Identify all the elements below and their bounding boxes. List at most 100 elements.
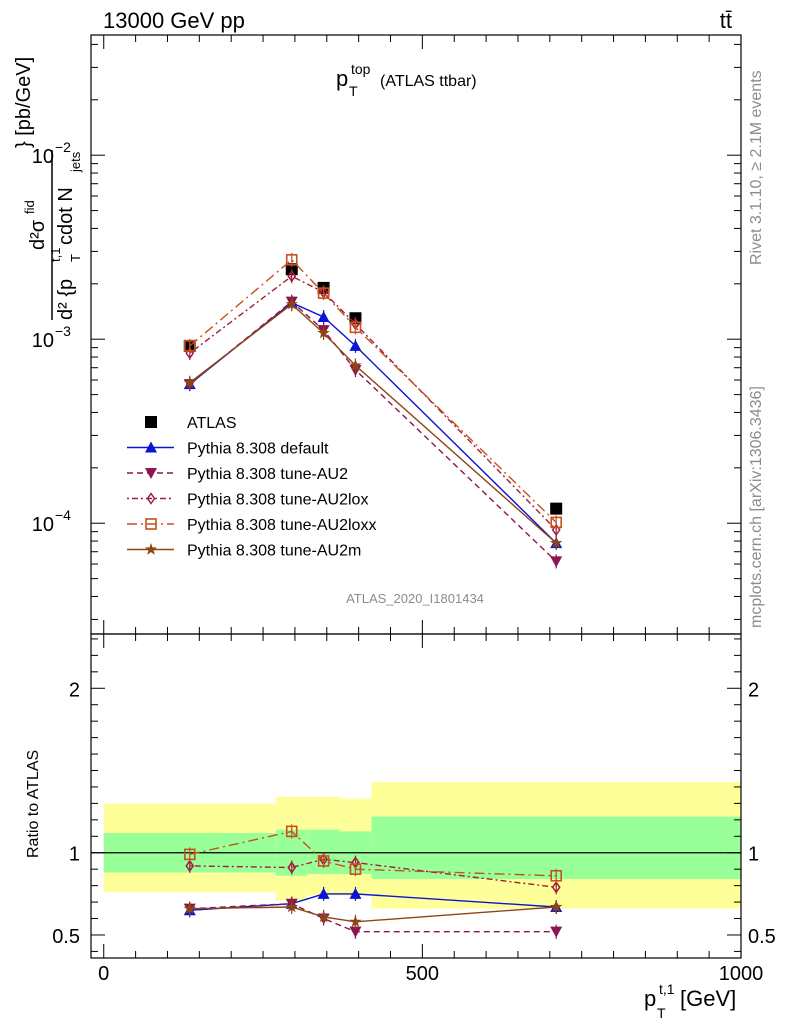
top-point-au2m-2: [317, 326, 330, 339]
top-point-au2m-1: [285, 297, 298, 310]
ratio-point-au2lox-4: [551, 880, 561, 894]
band-inner-4: [371, 816, 741, 880]
ratio-point-au2m-3: [349, 915, 362, 928]
ratio-point-au2m-0: [183, 902, 196, 914]
ratio-point-au2loxx-2: [317, 855, 330, 867]
legend-marker-au2loxx: [145, 518, 157, 530]
ylabel-denom-sup: t,1: [48, 248, 63, 262]
top-point-default-3: [349, 339, 362, 351]
ratio-point-au2loxx-4: [550, 869, 562, 882]
ratio-plot-frame: [90, 633, 742, 959]
ratio-point-default-2: [317, 887, 330, 899]
top-point-atlas-4: [550, 502, 563, 515]
legend-entry-au2lox: Pythia 8.308 tune-AU2lox: [127, 492, 368, 509]
top-series-default: [183, 295, 563, 551]
legend-entry-atlas: ATLAS: [145, 415, 237, 432]
x-tick-label-0: 0: [98, 963, 109, 985]
legend-label-default: Pythia 8.308 default: [187, 441, 329, 458]
header-right: tt̄: [720, 8, 732, 33]
ratio-point-au2loxx-0: [183, 848, 196, 861]
y-tick-exp-2: −4: [55, 507, 71, 523]
uncertainty-bands: [91, 782, 741, 909]
top-point-au2loxx-0: [183, 340, 196, 352]
plot-title-main: p: [336, 66, 348, 91]
ry-label-r-2: 2: [748, 679, 759, 701]
ratio-point-au2m-1: [285, 900, 298, 913]
top-point-au2loxx-4: [550, 516, 562, 529]
ratio-series-au2loxx: [183, 824, 562, 883]
legend-marker-default: [145, 441, 157, 453]
ylabel-denom-rest: cdot N: [55, 187, 77, 245]
y-tick-label-2: 10 −4: [32, 507, 71, 536]
ry-label-r-1: 1: [748, 844, 759, 866]
ratio-point-default-3: [349, 887, 362, 899]
y-axis-label-top: d²σ fid d² {p t,1 T cdot N jets } [pb/Ge…: [13, 57, 83, 320]
x-tick-label-500: 500: [406, 963, 439, 985]
top-point-au2-4: [550, 556, 563, 568]
legend-label-au2: Pythia 8.308 tune-AU2: [187, 466, 348, 483]
legend-marker-atlas: [145, 416, 157, 428]
y-axis-label-ratio: Ratio to ATLAS: [25, 750, 42, 858]
y-tick-base-1: 10: [32, 330, 54, 352]
plot-title-sup: top: [351, 61, 371, 77]
xlabel-unit: [GeV]: [680, 986, 736, 1011]
ylabel-denom-sub: T: [68, 254, 83, 262]
ratio-point-au2lox-1: [287, 861, 297, 874]
legend-entry-au2: Pythia 8.308 tune-AU2: [127, 466, 348, 483]
plot-title-sub: T: [349, 83, 358, 99]
ylabel-numer: d²σ: [27, 219, 49, 250]
ylabel-tail: } [pb/GeV]: [13, 57, 35, 148]
y-tick-label-0: 10 −2: [32, 139, 71, 168]
ratio-point-au2-4: [550, 926, 563, 938]
top-line-au2loxx: [189, 258, 557, 523]
mcplots-label: mcplots.cern.ch [arXiv:1306.3436]: [748, 386, 765, 628]
legend-marker-au2lox: [146, 492, 156, 505]
ry-label-l-0.5: 0.5: [52, 926, 80, 948]
top-point-au2lox-1: [287, 269, 297, 283]
top-point-au2m-0: [183, 376, 196, 388]
legend-label-au2lox: Pythia 8.308 tune-AU2lox: [187, 492, 368, 509]
y-tick-label-1: 10 −3: [32, 323, 71, 352]
xlabel-sub: T: [657, 1005, 666, 1021]
y-tick-base-0: 10: [32, 146, 54, 168]
legend-marker-au2: [145, 468, 157, 479]
ry-label-l-1: 1: [69, 844, 80, 866]
ratio-point-au2loxx-1: [285, 825, 298, 838]
header-left: 13000 GeV pp: [103, 8, 245, 33]
top-point-au2loxx-3: [349, 321, 362, 334]
legend-entry-au2m: Pythia 8.308 tune-AU2m: [127, 543, 361, 560]
x-tick-label-1000: 1000: [719, 963, 764, 985]
ylabel-denom-rest-sub: jets: [68, 151, 83, 173]
rivet-label: Rivet 3.1.10, ≥ 2.1M events: [748, 70, 765, 265]
legend: ATLAS Pythia 8.308 default Pythia 8.308 tu…: [127, 415, 376, 560]
xlabel-main: p: [644, 986, 656, 1011]
ratio-line-au2m: [189, 906, 557, 923]
x-axis-label: p t,1 T [GeV]: [644, 981, 736, 1021]
top-plot: [183, 252, 563, 569]
legend-entry-au2loxx: Pythia 8.308 tune-AU2loxx: [127, 517, 376, 534]
legend-label-au2loxx: Pythia 8.308 tune-AU2loxx: [187, 517, 376, 534]
ry-label-r-0.5: 0.5: [748, 926, 776, 948]
top-series-au2loxx: [183, 252, 562, 530]
y-tick-exp-1: −3: [55, 323, 71, 339]
ratio-point-au2loxx-3: [349, 863, 362, 875]
plot-title: p top T (ATLAS ttbar): [336, 61, 477, 99]
xlabel-sup: t,1: [659, 981, 675, 997]
ry-label-l-2: 2: [69, 679, 80, 701]
y-tick-base-2: 10: [32, 514, 54, 536]
top-point-au2m-3: [349, 359, 362, 371]
legend-entry-default: Pythia 8.308 default: [127, 441, 329, 458]
legend-label-atlas: ATLAS: [187, 415, 237, 432]
top-point-default-2: [317, 311, 330, 323]
top-point-au2loxx-1: [285, 254, 298, 266]
analysis-watermark: ATLAS_2020_I1801434: [346, 591, 484, 606]
top-point-au2loxx-2: [317, 287, 330, 299]
top-series-au2m: [183, 297, 563, 551]
ratio-series-au2m: [183, 900, 563, 929]
ylabel-numer-sup: fid: [22, 200, 37, 214]
ratio-point-au2m-4: [550, 900, 563, 913]
ratio-point-au2lox-0: [185, 859, 195, 873]
ratio-plot: [183, 824, 563, 939]
